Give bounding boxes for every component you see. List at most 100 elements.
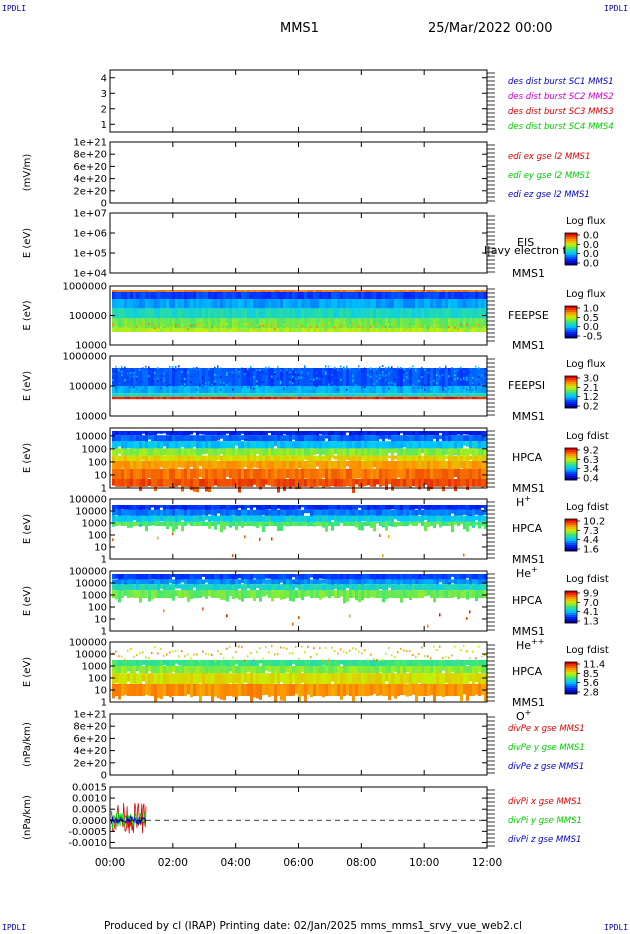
heatmap-cell — [289, 590, 292, 601]
heatmap-cell — [112, 666, 115, 674]
heatmap-cell — [247, 479, 250, 487]
heatmap-cell — [274, 435, 277, 442]
heatmap-cell — [334, 431, 337, 436]
heatmap-cell — [286, 299, 289, 309]
heatmap-speck — [133, 386, 135, 389]
heatmap-cell — [241, 574, 244, 584]
heatmap-speck — [166, 369, 168, 372]
heatmap-cell — [343, 431, 346, 439]
heatmap-cell — [304, 590, 307, 597]
heatmap-cell — [220, 328, 223, 332]
heatmap-cell — [217, 468, 220, 479]
heatmap-cell — [142, 386, 145, 394]
heatmap-cell — [118, 666, 121, 674]
heatmap-cell — [202, 468, 205, 479]
heatmap-speck — [199, 384, 201, 387]
heatmap-cell — [235, 431, 238, 436]
heatmap-speck — [166, 381, 168, 384]
heatmap-speck — [307, 645, 309, 648]
heatmap-cell — [313, 396, 316, 400]
heatmap-cell — [244, 505, 247, 511]
heatmap-cell — [247, 328, 250, 332]
heatmap-cell — [244, 684, 247, 696]
heatmap-speck — [256, 324, 258, 327]
heatmap-speck — [262, 324, 264, 327]
heatmap-speck — [307, 372, 309, 375]
heatmap-speck — [181, 650, 183, 653]
heatmap-speck — [226, 371, 228, 374]
heatmap-cell — [322, 386, 325, 394]
heatmap-cell — [424, 684, 427, 696]
heatmap-cell — [358, 291, 361, 299]
heatmap-cell — [277, 666, 280, 674]
heatmap-cell — [349, 584, 352, 591]
heatmap-cell — [325, 479, 328, 487]
heatmap-cell — [124, 441, 127, 451]
heatmap-cell — [433, 455, 436, 461]
heatmap-cell — [133, 448, 136, 457]
heatmap-speck — [289, 652, 291, 655]
heatmap-speck — [379, 325, 381, 328]
heatmap-cell — [178, 509, 181, 516]
heatmap-cell — [415, 461, 418, 470]
heatmap-cell — [151, 299, 154, 309]
heatmap-cell — [286, 318, 289, 329]
heatmap-cell — [232, 479, 235, 487]
heatmap-speck — [373, 383, 375, 386]
heatmap-cell — [166, 584, 169, 596]
heatmap-cell — [445, 299, 448, 309]
heatmap-cell — [412, 318, 415, 329]
heatmap-cell — [196, 368, 199, 386]
heatmap-cell — [331, 441, 334, 449]
heatmap-cell — [112, 318, 115, 329]
heatmap-cell — [286, 291, 289, 299]
heatmap-speck — [373, 388, 375, 391]
heatmap-cell — [460, 590, 463, 598]
heatmap-speck — [433, 645, 435, 648]
heatmap-cell — [325, 448, 328, 461]
colorbar-cell — [565, 245, 577, 248]
heatmap-cell — [142, 590, 145, 598]
heatmap-cell — [436, 590, 439, 598]
heatmap-cell — [292, 435, 295, 440]
heatmap-speck — [145, 384, 147, 387]
heatmap-cell — [382, 441, 385, 450]
y-tick-label: 4e+20 — [73, 174, 107, 185]
heatmap-cell — [460, 386, 463, 394]
heatmap-speck — [340, 372, 342, 374]
heatmap-cell — [139, 431, 142, 437]
heatmap-cell — [463, 509, 466, 515]
heatmap-cell — [298, 393, 301, 397]
heatmap-cell — [349, 509, 352, 516]
heatmap-cell — [424, 579, 427, 585]
heatmap-speck — [385, 374, 387, 377]
heatmap-cell — [472, 431, 475, 436]
heatmap-cell — [460, 393, 463, 397]
heatmap-cell — [289, 574, 292, 581]
heatmap-cell — [430, 574, 433, 580]
heatmap-cell — [400, 448, 403, 456]
heatmap-speck — [376, 367, 378, 370]
heatmap-cell — [337, 468, 340, 484]
heatmap-cell — [439, 396, 442, 400]
heatmap-speck — [163, 655, 165, 657]
heatmap-cell — [259, 441, 262, 449]
heatmap-cell — [274, 673, 277, 684]
heatmap-cell — [205, 328, 208, 332]
heatmap-cell — [112, 435, 115, 445]
heatmap-cell — [127, 684, 130, 696]
heatmap-cell — [442, 455, 445, 461]
heatmap-cell — [145, 461, 148, 469]
heatmap-cell — [391, 579, 394, 585]
heatmap-cell — [178, 574, 181, 580]
heatmap-cell — [319, 455, 322, 466]
heatmap-cell — [175, 441, 178, 449]
heatmap-cell — [406, 509, 409, 517]
heatmap-cell — [301, 448, 304, 456]
heatmap-cell — [157, 505, 160, 510]
heatmap-speck — [364, 370, 366, 373]
heatmap-cell — [232, 666, 235, 674]
heatmap-cell — [274, 479, 277, 487]
panel-frame — [109, 141, 488, 204]
heatmap-cell — [118, 579, 121, 585]
